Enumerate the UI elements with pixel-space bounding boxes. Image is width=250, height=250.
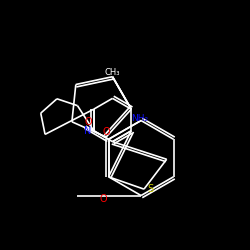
Text: N: N — [84, 126, 91, 136]
Text: NH₂: NH₂ — [132, 114, 148, 123]
Text: O: O — [100, 194, 107, 204]
Text: CH₃: CH₃ — [105, 68, 120, 78]
Text: S: S — [147, 184, 153, 194]
Text: O: O — [84, 118, 92, 128]
Text: O: O — [102, 127, 110, 137]
